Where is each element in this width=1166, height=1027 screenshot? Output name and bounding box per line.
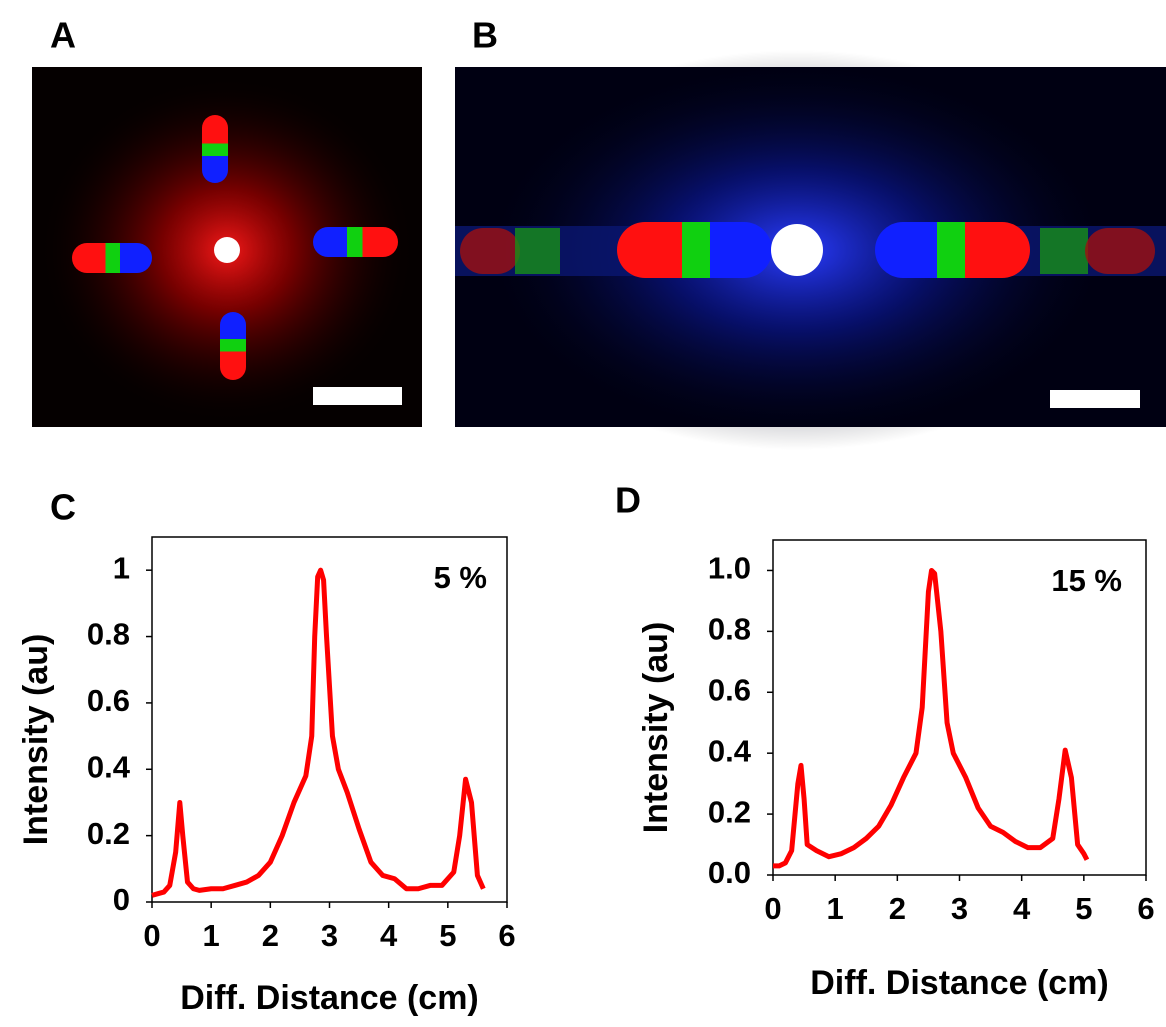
y-axis-label: Intensity (au) (637, 622, 675, 834)
y-axis-label: Intensity (au) (17, 634, 55, 846)
y-tick-label: 0 (113, 882, 130, 917)
x-axis-label: Diff. Distance (cm) (180, 979, 479, 1017)
annotation: 5 % (434, 560, 487, 595)
y-tick-label: 0.6 (708, 672, 751, 707)
data-line (151, 567, 486, 898)
x-axis-label: Diff. Distance (cm) (810, 964, 1109, 1002)
x-tick-label: 1 (827, 891, 844, 926)
x-tick-label: 6 (1137, 891, 1154, 926)
panel-label: D (615, 480, 641, 521)
y-tick-label: 0.0 (708, 855, 751, 890)
x-tick-label: 5 (439, 918, 456, 953)
x-tick-label: 2 (262, 918, 279, 953)
y-tick-label: 0.8 (87, 617, 130, 652)
panel-label: A (50, 15, 76, 56)
y-tick-label: 0.4 (87, 749, 131, 784)
x-tick-label: 6 (498, 918, 515, 953)
y-tick-label: 0.6 (87, 683, 130, 718)
x-tick-label: 5 (1075, 891, 1092, 926)
image-b (455, 50, 1166, 450)
panel-label: B (472, 15, 498, 56)
x-tick-label: 3 (321, 918, 338, 953)
panel-label: C (50, 487, 76, 528)
x-tick-label: 2 (889, 891, 906, 926)
x-tick-label: 4 (1013, 891, 1031, 926)
y-tick-label: 1.0 (708, 551, 751, 586)
y-tick-label: 0.4 (708, 733, 752, 768)
image-a (32, 67, 422, 427)
y-tick-label: 0.2 (708, 794, 751, 829)
y-tick-label: 1 (113, 550, 130, 585)
x-tick-label: 4 (380, 918, 398, 953)
data-line (773, 567, 1090, 869)
x-tick-label: 0 (764, 891, 781, 926)
y-tick-label: 0.2 (87, 816, 130, 851)
y-tick-label: 0.8 (708, 612, 751, 647)
x-tick-label: 0 (143, 918, 160, 953)
annotation: 15 % (1051, 563, 1122, 598)
x-tick-label: 3 (951, 891, 968, 926)
x-tick-label: 1 (203, 918, 220, 953)
